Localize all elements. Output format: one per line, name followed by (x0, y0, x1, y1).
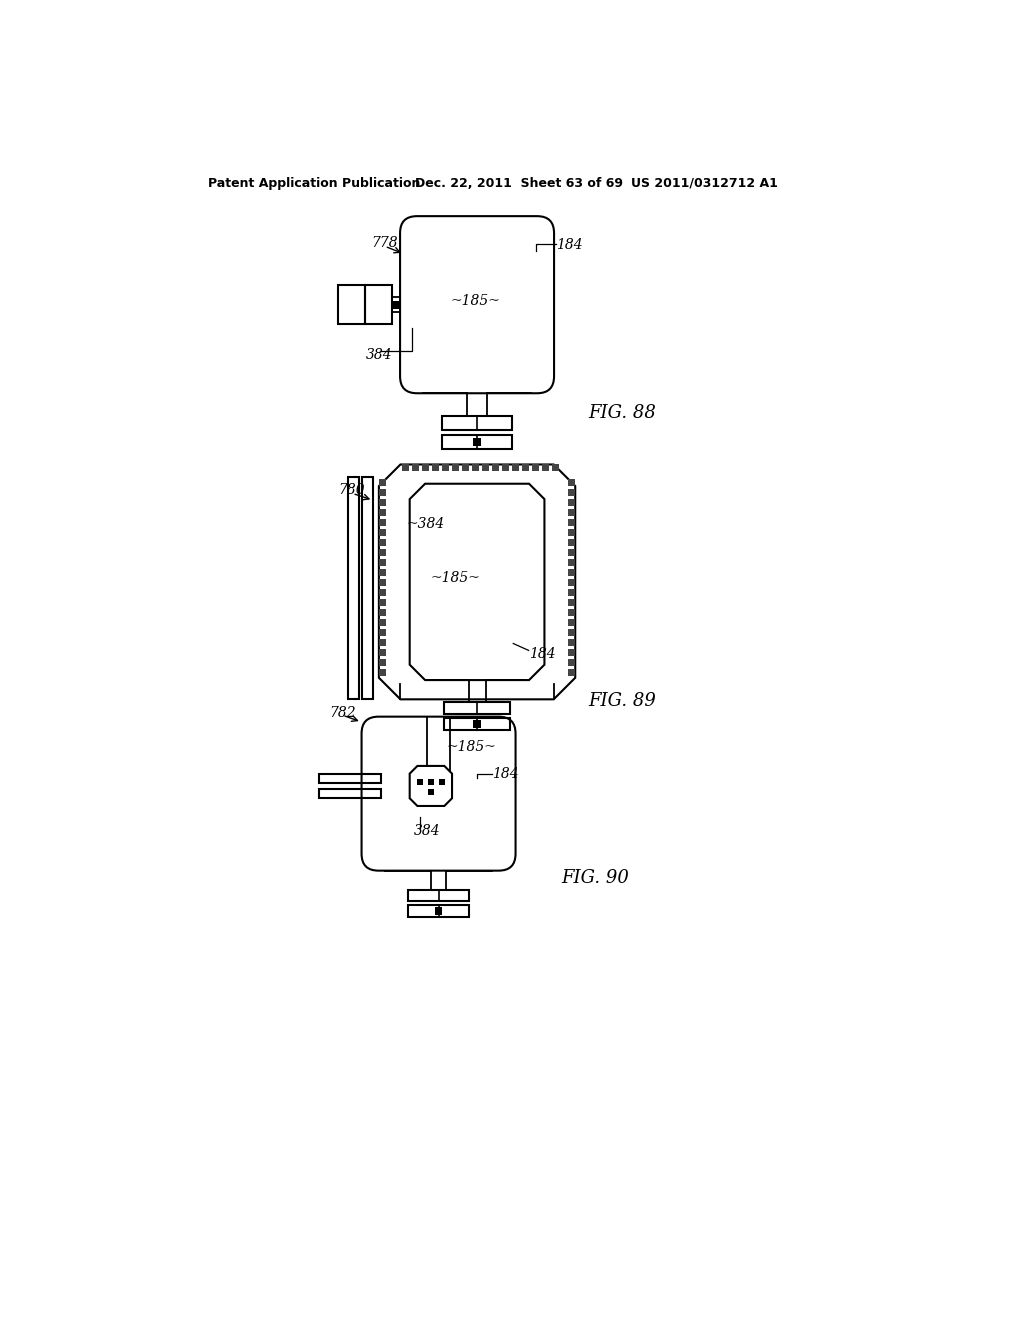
Text: 782: 782 (330, 706, 356, 719)
Bar (379, 549, 386, 556)
FancyBboxPatch shape (361, 717, 515, 871)
Bar (473, 438, 481, 446)
Bar (379, 519, 386, 527)
Bar (379, 639, 386, 647)
Bar (552, 465, 559, 471)
Text: FIG. 90: FIG. 90 (562, 870, 630, 887)
Text: US 2011/0312712 A1: US 2011/0312712 A1 (631, 177, 778, 190)
Bar (379, 539, 386, 546)
Bar (568, 610, 575, 616)
Bar (379, 610, 386, 616)
Text: FIG. 88: FIG. 88 (589, 404, 656, 421)
Bar (319, 774, 381, 783)
Bar (339, 285, 366, 323)
Bar (379, 579, 386, 586)
Polygon shape (410, 483, 545, 680)
Bar (444, 702, 510, 714)
Bar (532, 465, 539, 471)
Bar (473, 721, 481, 727)
Bar (568, 630, 575, 636)
Bar (428, 789, 434, 795)
Text: Patent Application Publication: Patent Application Publication (208, 177, 420, 190)
Text: ~185~: ~185~ (446, 741, 497, 755)
Bar (502, 465, 509, 471)
Bar (568, 499, 575, 506)
Bar (452, 465, 459, 471)
Bar (428, 779, 434, 785)
Bar (379, 499, 386, 506)
Bar (379, 510, 386, 516)
Bar (417, 779, 423, 785)
Text: 780: 780 (339, 483, 366, 496)
Bar (493, 465, 499, 471)
Bar (408, 890, 469, 902)
Bar (319, 789, 381, 799)
Bar (435, 907, 442, 915)
Bar (568, 529, 575, 536)
Bar (568, 639, 575, 647)
Bar (379, 599, 386, 606)
Bar (412, 465, 419, 471)
Bar (379, 619, 386, 626)
Bar (379, 630, 386, 636)
Bar (379, 649, 386, 656)
Bar (442, 434, 512, 449)
Bar (568, 669, 575, 676)
Bar (568, 519, 575, 527)
Bar (379, 589, 386, 597)
Bar (408, 906, 469, 917)
Bar (402, 465, 409, 471)
Bar (568, 659, 575, 667)
Bar (568, 539, 575, 546)
Bar (379, 569, 386, 576)
Bar (568, 560, 575, 566)
Bar (438, 779, 444, 785)
Bar (568, 479, 575, 486)
Bar (444, 718, 510, 730)
Bar (568, 579, 575, 586)
Bar (568, 510, 575, 516)
FancyBboxPatch shape (400, 216, 554, 393)
Text: 184: 184 (529, 647, 556, 660)
Text: 384: 384 (366, 347, 392, 362)
Bar (568, 619, 575, 626)
Bar (568, 569, 575, 576)
Bar (379, 490, 386, 496)
Bar (472, 465, 479, 471)
Text: 384: 384 (414, 825, 440, 838)
Bar (432, 465, 439, 471)
Bar (442, 416, 512, 430)
Bar (568, 589, 575, 597)
Text: Dec. 22, 2011  Sheet 63 of 69: Dec. 22, 2011 Sheet 63 of 69 (416, 177, 624, 190)
Bar (442, 465, 449, 471)
Bar (568, 649, 575, 656)
Text: 778: 778 (372, 236, 398, 249)
Bar (482, 465, 489, 471)
Bar (379, 659, 386, 667)
Bar (512, 465, 519, 471)
Bar (366, 285, 392, 323)
Bar (361, 477, 373, 700)
Text: 184: 184 (556, 238, 583, 252)
Bar (568, 490, 575, 496)
Bar (422, 465, 429, 471)
Bar (542, 465, 549, 471)
Bar (522, 465, 529, 471)
Bar (568, 599, 575, 606)
Bar (348, 477, 358, 700)
Polygon shape (410, 766, 452, 807)
Bar (568, 549, 575, 556)
Text: ~384: ~384 (407, 517, 444, 531)
Bar (379, 529, 386, 536)
Bar (462, 465, 469, 471)
Polygon shape (379, 465, 575, 700)
Text: 184: 184 (493, 767, 519, 781)
Text: ~185~: ~185~ (451, 294, 500, 308)
Bar (379, 669, 386, 676)
Bar (392, 301, 400, 309)
Text: ~185~: ~185~ (431, 572, 480, 585)
Bar (379, 479, 386, 486)
Bar (379, 560, 386, 566)
Text: FIG. 89: FIG. 89 (589, 692, 656, 710)
